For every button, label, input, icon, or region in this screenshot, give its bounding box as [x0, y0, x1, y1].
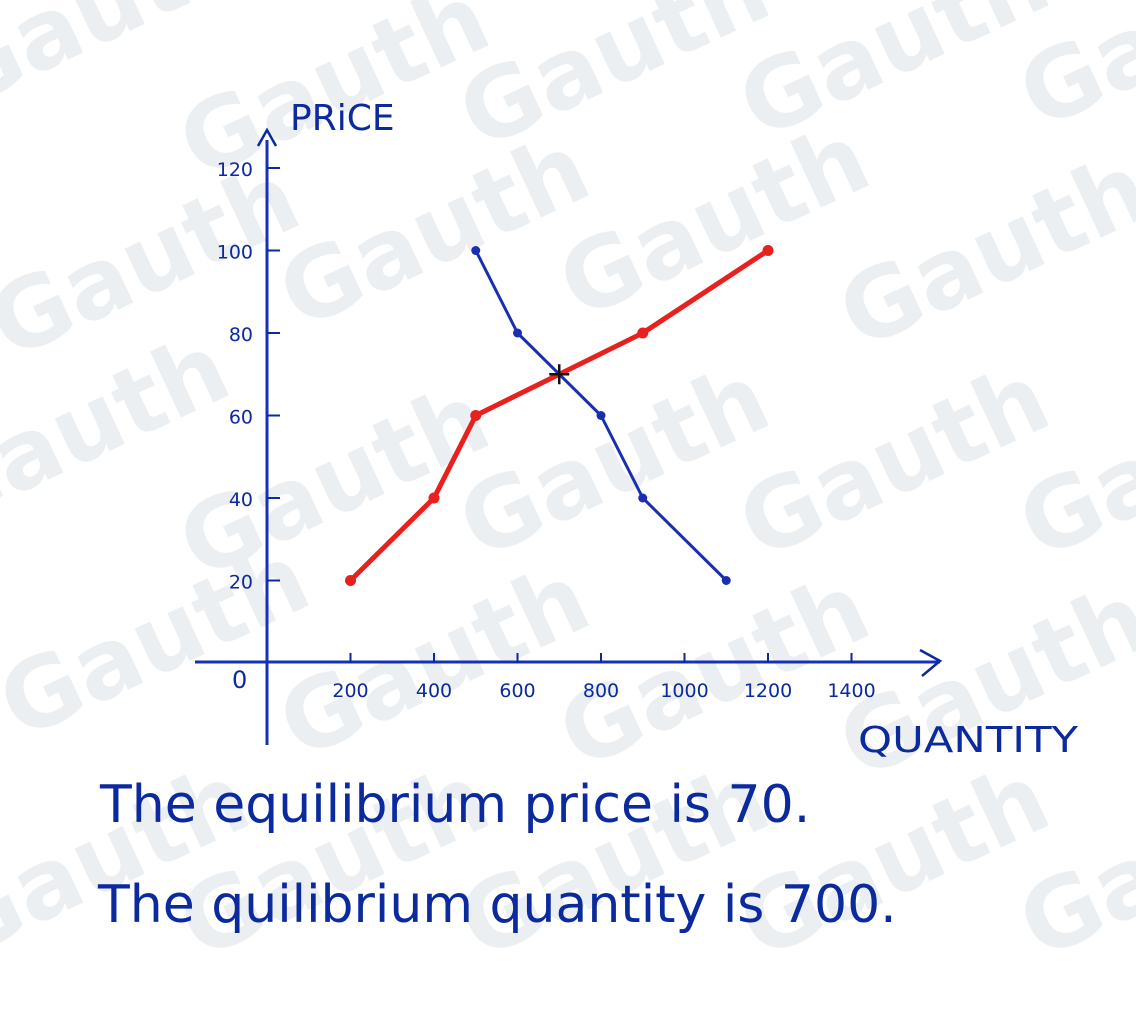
x-axis-arrowhead: [919, 648, 943, 677]
supply-point: [762, 245, 774, 256]
x-tick-label: 1200: [744, 680, 792, 702]
y-tick-label: 20: [229, 572, 253, 594]
x-axis-title: QUANTITY: [858, 720, 1079, 761]
y-tick-label: 100: [217, 242, 253, 264]
x-tick-label: 1000: [660, 680, 708, 702]
watermark-text: Gauth: [722, 341, 1065, 580]
tick-marks: 20 40 60 80 100 120 200 400 600 800 1000 1200 1400: [217, 159, 876, 702]
y-tick-label: 120: [217, 159, 253, 181]
supply-point: [428, 492, 440, 504]
demand-point: [638, 493, 648, 503]
axes: [195, 127, 943, 745]
watermark-text: Gauth: [542, 101, 885, 340]
watermark-text: Gauth: [442, 341, 785, 580]
x-tick-label: 200: [332, 680, 368, 702]
y-tick-label: 60: [229, 407, 253, 429]
y-axis-title: PRiCE: [290, 98, 395, 139]
watermark-text: Gauth: [0, 521, 325, 760]
watermark-text: Gauth: [822, 131, 1136, 370]
series-layer: [345, 245, 774, 586]
supply-point: [345, 575, 356, 586]
demand-point: [513, 328, 522, 338]
equilibrium-price-sentence: The equilibrium price is 70.: [99, 775, 810, 835]
equilibrium-marker: [549, 364, 570, 385]
x-tick-label: 800: [583, 680, 619, 702]
demand-point: [471, 246, 481, 255]
x-tick-label: 600: [499, 680, 535, 702]
x-tick-label: 1400: [827, 680, 875, 702]
y-tick-label: 80: [229, 324, 253, 346]
origin-label: 0: [232, 666, 247, 694]
supply-point: [470, 410, 482, 421]
equilibrium-quantity-sentence: The quilibrium quantity is 700.: [97, 875, 897, 935]
supply-point: [637, 327, 649, 339]
demand-point: [596, 411, 606, 420]
demand-point: [721, 576, 731, 585]
x-tick-label: 400: [416, 680, 452, 702]
y-axis-arrowhead: [256, 127, 278, 147]
y-tick-label: 40: [229, 489, 253, 511]
